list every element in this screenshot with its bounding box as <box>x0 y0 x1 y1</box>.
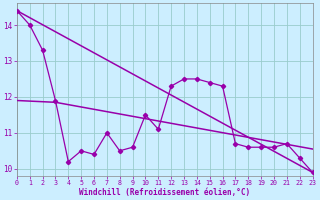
X-axis label: Windchill (Refroidissement éolien,°C): Windchill (Refroidissement éolien,°C) <box>79 188 250 197</box>
